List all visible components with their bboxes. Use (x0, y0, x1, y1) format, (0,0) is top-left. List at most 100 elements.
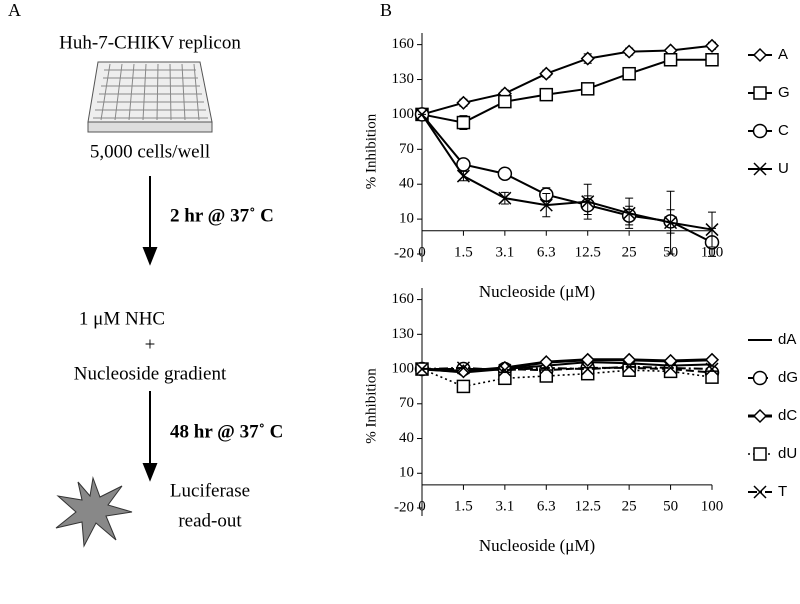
series-line (421, 44, 713, 116)
panel-label: B (380, 0, 392, 20)
legend-marker (752, 123, 768, 139)
data-point (580, 51, 595, 66)
legend-marker (753, 86, 767, 100)
x-tick-label: 25 (622, 498, 637, 514)
legend-label: dC (778, 407, 797, 424)
x-tick-label: 6.3 (537, 244, 556, 260)
x-tick-label: 3.1 (495, 244, 514, 260)
y-tick-label: 40 (399, 176, 414, 192)
data-point (539, 87, 554, 102)
series-line (421, 113, 713, 231)
data-point (622, 206, 636, 220)
data-point (622, 360, 636, 374)
data-point (456, 379, 471, 394)
data-point (498, 371, 512, 386)
y-tick-label: 160 (392, 291, 415, 307)
data-point (704, 352, 720, 367)
data-point (622, 44, 637, 59)
series-line (421, 358, 713, 373)
data-point (622, 66, 636, 81)
step-text: 5,000 cells/well (90, 141, 210, 162)
y-tick-label: 100 (392, 360, 415, 376)
data-point (539, 66, 554, 81)
legend-label: A (778, 46, 788, 63)
y-tick-label: 10 (399, 465, 414, 481)
data-point (415, 107, 429, 121)
x-tick-label: 25 (622, 244, 637, 260)
legend-marker (753, 447, 767, 461)
legend-label: C (778, 122, 789, 139)
x-axis-label: Nucleoside (μM) (479, 282, 595, 301)
data-point (456, 115, 471, 130)
data-point (580, 352, 595, 367)
x-tick-label: 12.5 (575, 498, 601, 514)
data-point (539, 361, 553, 375)
step-text: read-out (178, 510, 242, 531)
legend-marker (752, 408, 768, 424)
star-icon (55, 476, 133, 548)
data-point (456, 169, 470, 183)
y-tick-label: 100 (392, 106, 415, 122)
x-tick-label: 100 (701, 498, 724, 514)
x-tick-label: 3.1 (495, 498, 514, 514)
y-tick-label: 10 (399, 211, 414, 227)
data-point (456, 361, 470, 375)
step-text: Luciferase (170, 480, 250, 501)
y-tick-label: 70 (399, 141, 414, 157)
y-axis-label: % Inhibition (363, 113, 379, 189)
x-tick-label: 12.5 (575, 244, 601, 260)
legend-label: dG (778, 369, 798, 386)
x-tick-label: 0 (418, 244, 426, 260)
panel-label: A (8, 0, 21, 20)
legend-label: G (778, 84, 790, 101)
legend-marker (752, 370, 768, 386)
data-point (498, 191, 512, 205)
y-tick-label: 130 (392, 326, 415, 342)
legend-marker (753, 485, 767, 499)
legend-marker (752, 47, 768, 63)
legend-marker (753, 162, 767, 176)
y-axis-label: % Inhibition (363, 368, 379, 444)
data-point (498, 363, 512, 377)
data-point (581, 362, 595, 376)
legend-label: dA (778, 331, 796, 348)
series-line (421, 365, 713, 372)
step-text: Huh-7-CHIKV replicon (59, 32, 241, 53)
data-point (580, 366, 595, 381)
arrow-label: 2 hr @ 37˚ C (170, 205, 274, 226)
data-point (456, 95, 471, 110)
plate-icon (87, 61, 213, 133)
y-tick-label: 40 (399, 430, 414, 446)
data-point (498, 94, 512, 109)
data-point (497, 166, 513, 181)
y-tick-label: 70 (399, 395, 414, 411)
y-tick-label: 160 (392, 36, 415, 52)
data-point (664, 216, 678, 230)
step-text: 1 μM NHC (79, 308, 165, 329)
data-point (581, 195, 595, 209)
data-point (705, 53, 719, 67)
arrow (142, 176, 158, 482)
legend-label: U (778, 160, 789, 177)
x-tick-label: 6.3 (537, 498, 556, 514)
data-point (705, 362, 719, 376)
data-point (705, 223, 719, 237)
data-point (539, 369, 554, 383)
x-tick-label: 0 (418, 498, 426, 514)
arrow-label: 48 hr @ 37˚ C (170, 421, 283, 442)
data-point (663, 53, 678, 67)
x-axis-label: Nucleoside (μM) (479, 536, 595, 555)
x-tick-label: 1.5 (454, 244, 473, 260)
step-text: + (145, 334, 156, 355)
series-line (421, 58, 712, 124)
y-tick-label: 130 (392, 71, 415, 87)
y-tick-label: -20 (394, 245, 414, 261)
x-tick-label: 1.5 (454, 498, 473, 514)
legend-label: dU (778, 445, 797, 462)
y-tick-label: -20 (394, 499, 414, 515)
x-tick-label: 50 (663, 498, 678, 514)
legend-label: T (778, 483, 787, 500)
series-line (421, 368, 713, 388)
data-point (664, 361, 678, 375)
